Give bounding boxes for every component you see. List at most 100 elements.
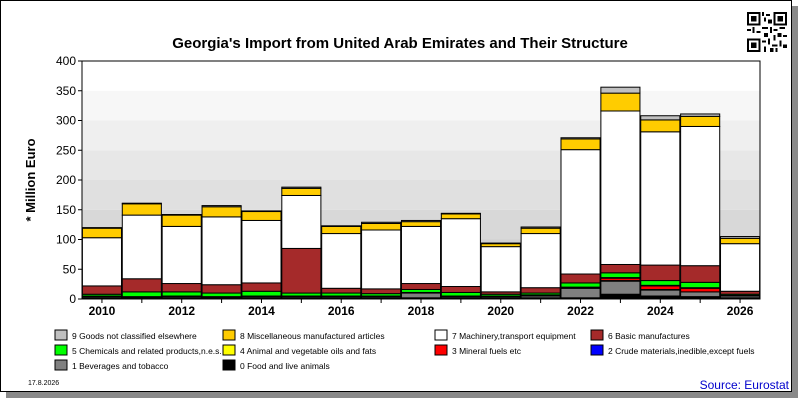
bar-segment [640, 285, 681, 290]
bar-segment [361, 229, 402, 290]
y-tick-label: 100 [56, 233, 76, 247]
bar-segment [241, 210, 282, 213]
bar-segment [161, 214, 202, 216]
legend-swatch [590, 329, 604, 341]
legend-swatch [222, 344, 236, 356]
bar-segment [600, 92, 641, 112]
bar-segment [321, 233, 362, 289]
bar-segment [480, 246, 521, 293]
legend-label: 7 Machinery,transport equipment [452, 331, 576, 341]
bar-segment [81, 227, 122, 239]
axes: 0 50 100 150 200 250 300 350 400 2010 2012 2014 2016… [56, 54, 761, 318]
bar-segment [161, 283, 202, 293]
bar-segment [680, 125, 721, 267]
legend-swatch [590, 344, 604, 356]
bar-segment [520, 233, 561, 289]
legend-swatch [54, 344, 68, 356]
bar-segment [480, 242, 521, 245]
bar-segment [201, 216, 242, 286]
bar-segment [361, 221, 402, 224]
legend-label: 0 Food and live animals [240, 361, 330, 371]
legend-label: 4 Animal and vegetable oils and fats [240, 346, 376, 356]
x-tick-label: 2024 [647, 304, 674, 318]
legend-label: 6 Basic manufactures [608, 331, 690, 341]
bar-segment [680, 281, 721, 289]
legend-label: 5 Chemicals and related products,n.e.s. [72, 346, 222, 356]
legend-label: 8 Miscellaneous manufactured articles [240, 331, 385, 341]
x-tick-label: 2018 [408, 304, 435, 318]
bar-segment [400, 219, 442, 223]
y-tick-label: 0 [69, 292, 76, 306]
bar-segment [81, 227, 122, 229]
bar-segment [241, 211, 282, 221]
bar-segment [600, 110, 641, 265]
y-tick-label: 350 [56, 84, 76, 98]
x-tick-label: 2012 [168, 304, 195, 318]
bar-segment [640, 131, 681, 266]
bar-segment [560, 273, 601, 284]
bar-segment [560, 282, 601, 288]
bar-segment [281, 194, 322, 249]
bar-segment [560, 137, 601, 140]
y-tick-label: 200 [56, 173, 76, 187]
bar-segment [680, 265, 721, 283]
bar-segment [440, 212, 481, 215]
legend-swatch [222, 329, 236, 341]
bar-segment [161, 291, 202, 297]
bar-segment [400, 221, 442, 227]
bar-segment [520, 287, 561, 294]
bar-segment [201, 284, 242, 294]
bar-segment [400, 225, 442, 285]
y-tick-label: 400 [56, 54, 76, 68]
y-tick-label: 300 [56, 114, 76, 128]
bar-segment [600, 293, 641, 300]
bar-segment [241, 290, 282, 297]
bar-segment [560, 138, 601, 151]
bar-segment [400, 292, 442, 299]
x-tick-label: 2020 [487, 304, 514, 318]
y-axis-label: * Million Euro [23, 138, 38, 221]
legend-swatch [54, 329, 68, 341]
bar-segment [600, 272, 641, 279]
plot-band [82, 61, 760, 91]
legend-label: 3 Mineral fuels etc [452, 346, 522, 356]
bar-segment [121, 203, 162, 216]
bar-segment [321, 287, 362, 294]
chart-title: Georgia's Import from United Arab Emirat… [172, 35, 628, 52]
legend-label: 9 Goods not classified elsewhere [72, 331, 197, 341]
bar-segment [720, 243, 761, 292]
bar-segment [640, 289, 681, 297]
bar-segment [281, 187, 322, 196]
bar-segment [121, 202, 162, 205]
bar-segment [121, 291, 162, 298]
bar-segment [680, 115, 721, 127]
bar-segment [640, 119, 681, 133]
legend-swatch [434, 344, 448, 356]
x-tick-label: 2014 [248, 304, 275, 318]
bar-segment [161, 225, 202, 285]
bar-segment [241, 219, 282, 284]
bar-segment [680, 291, 721, 298]
y-tick-label: 250 [56, 143, 76, 157]
bar-segment [600, 263, 641, 274]
legend-label: 1 Beverages and tobacco [72, 361, 169, 371]
x-tick-label: 2016 [328, 304, 355, 318]
bar-segment [680, 113, 721, 117]
legend-label: 2 Crude materials,inedible,except fuels [608, 346, 754, 356]
bar-segment [520, 227, 561, 235]
bar-segment [161, 214, 202, 227]
bar-segment [81, 237, 122, 287]
y-tick-label: 150 [56, 203, 76, 217]
bar-segment [640, 264, 681, 282]
bar-segment [81, 285, 122, 295]
bar-segment [560, 287, 601, 299]
bar-segment [720, 236, 761, 239]
bar-segment [440, 213, 481, 220]
bar-segment [640, 280, 681, 286]
bar-segment [201, 206, 242, 218]
bar-segment [640, 115, 681, 121]
bar-segment [440, 286, 481, 293]
bar-segment [241, 282, 282, 292]
bar-segment [560, 149, 601, 275]
